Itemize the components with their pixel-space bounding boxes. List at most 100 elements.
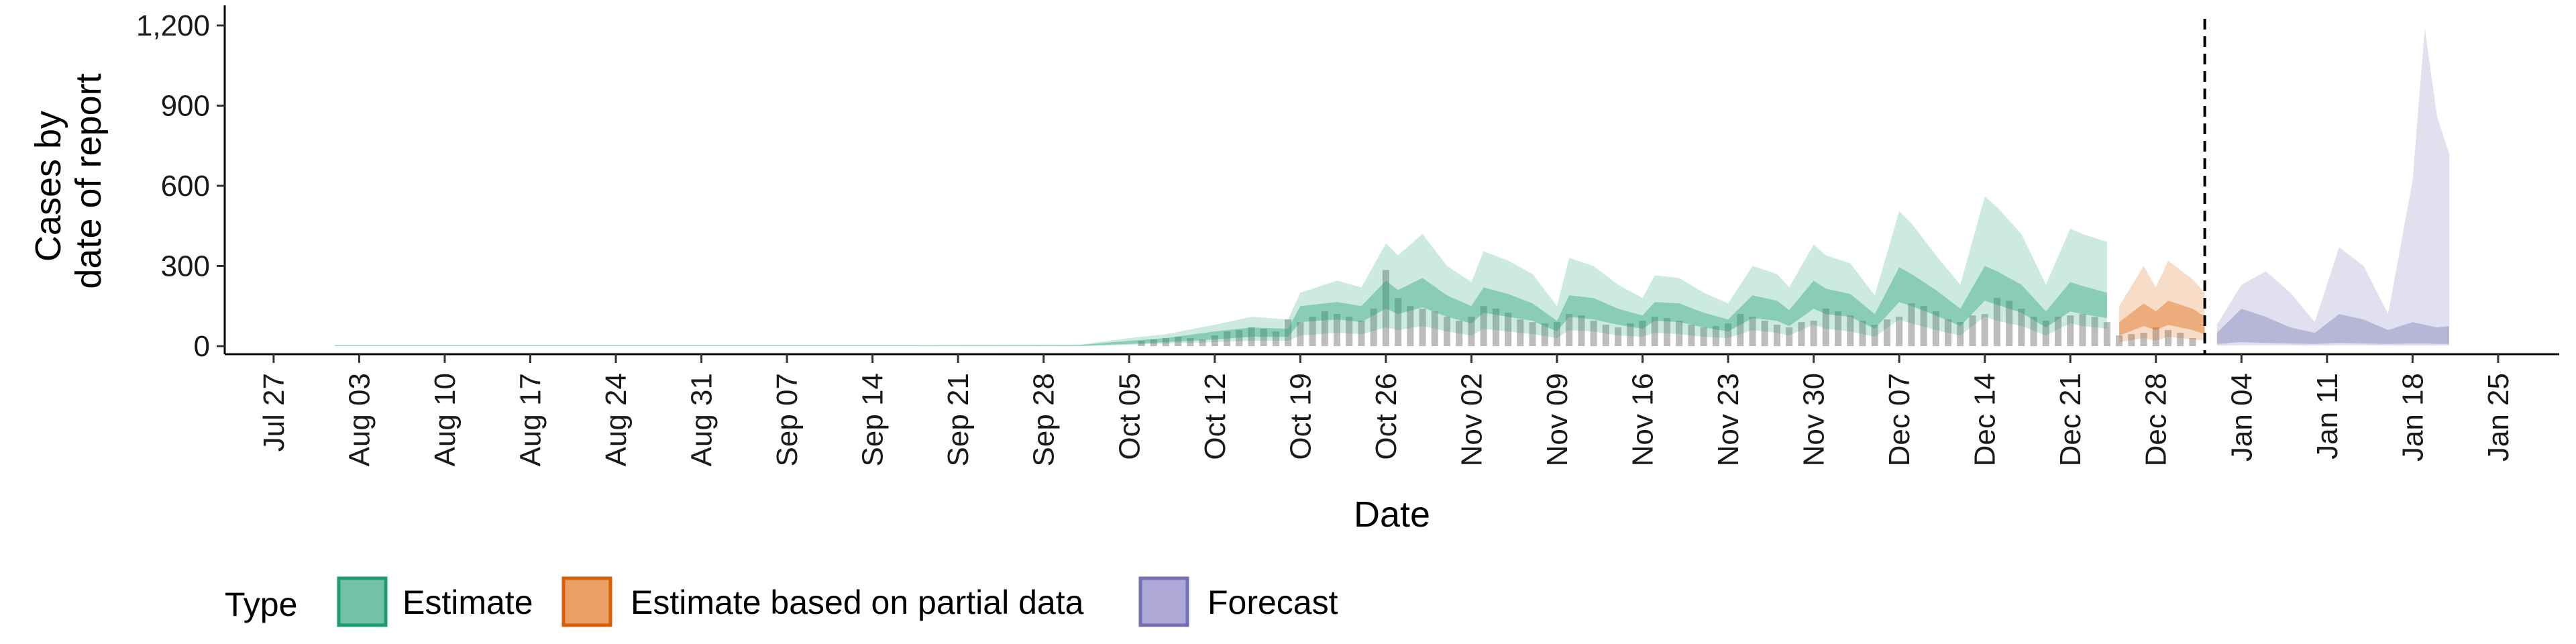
x-tick-label: Nov 02 bbox=[1455, 373, 1488, 466]
estimate-based-on-partial-data-inner-band bbox=[2119, 301, 2205, 336]
x-tick-label: Oct 05 bbox=[1113, 373, 1146, 460]
plot-area bbox=[335, 19, 2449, 354]
case-bar bbox=[1505, 313, 1512, 346]
x-tick-label: Nov 09 bbox=[1541, 373, 1574, 466]
case-bar bbox=[1321, 311, 1328, 346]
case-bar bbox=[1260, 329, 1267, 346]
case-bar bbox=[2189, 338, 2196, 346]
x-tick-label: Nov 16 bbox=[1627, 373, 1660, 466]
case-bar bbox=[1993, 298, 2000, 346]
case-bar bbox=[1810, 321, 1817, 346]
case-bar bbox=[1272, 331, 1279, 346]
case-bar bbox=[1456, 321, 1463, 346]
estimate-inner-band bbox=[335, 266, 2107, 346]
case-bar bbox=[2054, 317, 2061, 346]
x-axis-title: Date bbox=[1354, 494, 1430, 535]
x-tick-label: Aug 24 bbox=[600, 373, 633, 466]
case-bar bbox=[1407, 306, 1414, 346]
case-bar bbox=[1175, 337, 1182, 346]
case-bar bbox=[1358, 321, 1365, 346]
case-bar bbox=[1517, 319, 1524, 346]
case-bar bbox=[2042, 321, 2049, 346]
legend-key-2 bbox=[1138, 576, 1189, 627]
y-tick-label: 1,200 bbox=[136, 9, 210, 42]
case-bar bbox=[1395, 298, 1402, 346]
case-bar bbox=[1957, 322, 1964, 346]
case-bar bbox=[1615, 327, 1622, 346]
x-tick-label: Aug 31 bbox=[686, 373, 718, 466]
x-tick-label: Oct 12 bbox=[1199, 373, 1232, 460]
axes: 0 300 600 900 1,200 Jul 27 Aug 03 Aug 10 Aug 17 A… bbox=[136, 5, 2559, 466]
y-axis-title-line-1: Cases by bbox=[28, 111, 68, 262]
legend-key-1 bbox=[561, 576, 612, 627]
legend-label-1: Estimate based on partial data bbox=[631, 584, 1084, 621]
case-bar bbox=[2177, 333, 2184, 346]
case-bar bbox=[1248, 327, 1255, 346]
legend-label-0: Estimate bbox=[402, 584, 533, 621]
case-bar bbox=[1822, 309, 1829, 346]
x-tick-label: Sep 14 bbox=[857, 373, 890, 466]
case-bar bbox=[1138, 341, 1145, 346]
case-bar bbox=[1773, 325, 1780, 346]
x-tick-label: Jan 11 bbox=[2311, 373, 2344, 460]
case-bar bbox=[1553, 322, 1560, 346]
legend-key-0 bbox=[337, 576, 388, 627]
case-bar bbox=[1944, 319, 1952, 346]
case-bar bbox=[1492, 309, 1499, 346]
case-bar bbox=[1382, 270, 1389, 346]
case-bar bbox=[1309, 317, 1316, 346]
case-bar bbox=[1211, 335, 1218, 346]
case-bar bbox=[1981, 314, 1988, 346]
case-bar bbox=[1529, 322, 1536, 346]
x-tick-label: Dec 21 bbox=[2054, 373, 2087, 466]
legend-title: Type bbox=[225, 586, 297, 623]
y-tick-label: 0 bbox=[194, 330, 210, 363]
case-bar bbox=[1443, 317, 1450, 346]
forecast-inner-band bbox=[2216, 309, 2449, 344]
case-bar bbox=[1896, 317, 1903, 346]
case-bar bbox=[2140, 333, 2147, 346]
x-tick-label: Jan 25 bbox=[2482, 373, 2515, 462]
case-bar bbox=[1627, 323, 1634, 346]
estimate-based-on-partial-data-outer-band bbox=[2119, 260, 2205, 342]
case-bar bbox=[1162, 338, 1169, 346]
case-bar bbox=[1835, 311, 1842, 346]
case-bar bbox=[1419, 309, 1426, 346]
x-tick-label: Sep 28 bbox=[1028, 373, 1061, 466]
case-bar bbox=[1712, 326, 1719, 346]
case-bar bbox=[1370, 309, 1377, 346]
case-bar bbox=[1566, 314, 1573, 346]
y-axis-title: Cases by date of report bbox=[28, 73, 109, 288]
case-bar bbox=[1932, 311, 1939, 346]
case-bar bbox=[1639, 321, 1646, 346]
case-bar bbox=[1786, 327, 1793, 346]
x-tick-label: Aug 10 bbox=[429, 373, 462, 466]
case-bar bbox=[1883, 319, 1890, 346]
x-tick-label: Aug 17 bbox=[514, 373, 547, 466]
case-bar bbox=[1334, 314, 1341, 346]
case-bar bbox=[1969, 315, 1976, 346]
case-bar bbox=[1297, 322, 1304, 346]
case-bar bbox=[1871, 325, 1878, 346]
x-tick-label: Aug 03 bbox=[343, 373, 376, 466]
case-bar bbox=[1859, 321, 1866, 346]
case-bar bbox=[1224, 331, 1231, 346]
case-bar bbox=[1651, 317, 1658, 346]
case-bar bbox=[1847, 315, 1854, 346]
case-bar bbox=[2103, 322, 2110, 346]
case-bar bbox=[1663, 318, 1670, 346]
case-bar bbox=[2164, 330, 2171, 346]
case-bar bbox=[1908, 303, 1915, 346]
x-tick-label: Oct 26 bbox=[1370, 373, 1403, 460]
x-tick-label: Dec 28 bbox=[2140, 373, 2173, 466]
y-axis-title-line-2: date of report bbox=[68, 73, 109, 288]
case-bar bbox=[1468, 317, 1475, 346]
case-bar bbox=[1700, 327, 1707, 346]
forecast-outer-band bbox=[2216, 28, 2449, 346]
x-tick-label: Nov 30 bbox=[1798, 373, 1831, 466]
case-bar bbox=[1346, 317, 1353, 346]
case-bar bbox=[2079, 314, 2086, 346]
x-tick-label: Sep 21 bbox=[942, 373, 975, 466]
case-bar bbox=[1187, 338, 1194, 346]
legend-label-2: Forecast bbox=[1208, 584, 1338, 621]
